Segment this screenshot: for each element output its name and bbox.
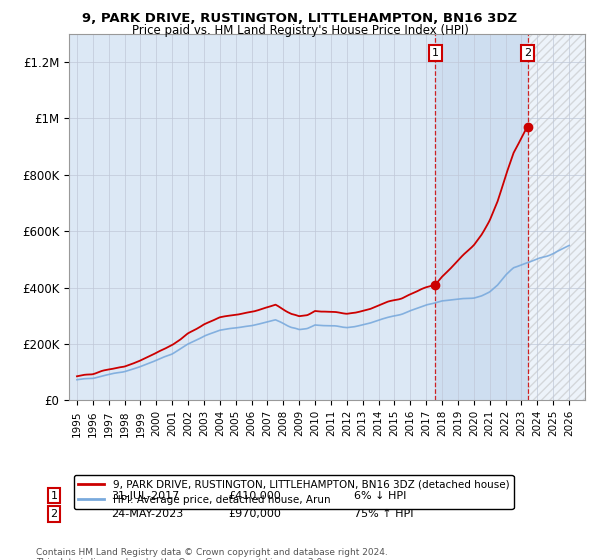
Text: 31-JUL-2017: 31-JUL-2017: [111, 491, 179, 501]
Text: 1: 1: [432, 48, 439, 58]
Text: Contains HM Land Registry data © Crown copyright and database right 2024.
This d: Contains HM Land Registry data © Crown c…: [36, 548, 388, 560]
Text: £970,000: £970,000: [228, 509, 281, 519]
Text: 1: 1: [50, 491, 58, 501]
Legend: 9, PARK DRIVE, RUSTINGTON, LITTLEHAMPTON, BN16 3DZ (detached house), HPI: Averag: 9, PARK DRIVE, RUSTINGTON, LITTLEHAMPTON…: [74, 475, 514, 509]
Text: 9, PARK DRIVE, RUSTINGTON, LITTLEHAMPTON, BN16 3DZ: 9, PARK DRIVE, RUSTINGTON, LITTLEHAMPTON…: [82, 12, 518, 25]
Text: 2: 2: [524, 48, 531, 58]
Bar: [527, 34, 585, 400]
Text: 2: 2: [50, 509, 58, 519]
Bar: [436, 34, 527, 400]
Text: 6% ↓ HPI: 6% ↓ HPI: [354, 491, 406, 501]
Text: 75% ↑ HPI: 75% ↑ HPI: [354, 509, 413, 519]
Text: Price paid vs. HM Land Registry's House Price Index (HPI): Price paid vs. HM Land Registry's House …: [131, 24, 469, 36]
Text: £410,000: £410,000: [228, 491, 281, 501]
Text: 24-MAY-2023: 24-MAY-2023: [111, 509, 183, 519]
